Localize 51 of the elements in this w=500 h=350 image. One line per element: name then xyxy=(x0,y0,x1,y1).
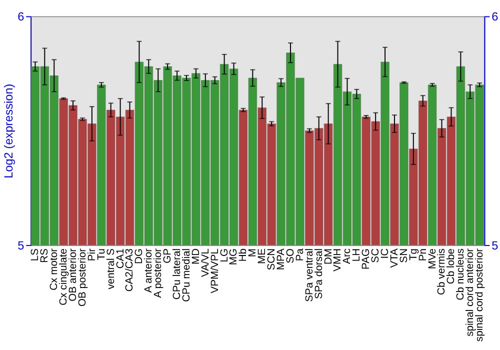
x-tick-label: DM xyxy=(323,248,334,265)
x-tick-label: VA/VL xyxy=(200,248,212,278)
x-tick-label: CA2/CA3 xyxy=(124,248,136,292)
x-tick-label: OB anterior xyxy=(68,248,79,302)
x-tick-label: MVe xyxy=(427,248,438,270)
x-tick-label: CA1 xyxy=(115,248,126,269)
x-tick-label: OB posterior xyxy=(77,248,88,307)
x-tick-label: SCN xyxy=(266,248,278,270)
x-tick-label: VPM/VPL xyxy=(210,248,221,294)
y2-tick-label: 6 xyxy=(492,10,499,24)
x-tick-label: SO xyxy=(285,248,296,264)
x-tick-label: CPu lateral xyxy=(172,248,183,300)
x-tick-label: CPu medial xyxy=(181,248,192,302)
x-tick-label: LH xyxy=(352,248,363,262)
y2-tick-label: 5 xyxy=(492,238,499,252)
x-tick-label: Tg xyxy=(408,248,420,261)
x-tick-label: spinal cord anterior xyxy=(465,248,476,336)
x-tick-label: SPa dorsal xyxy=(314,248,325,300)
x-tick-label: IC xyxy=(380,248,391,259)
x-tick-label: Cx motor xyxy=(49,248,60,290)
x-tick-label: SN xyxy=(398,248,410,263)
x-tick-label: spinal cord posterior xyxy=(474,248,486,342)
x-tick-label: LS xyxy=(30,248,42,262)
x-tick-label: Cb nucleus xyxy=(456,248,467,300)
x-tick-label: A posterior xyxy=(153,248,164,298)
x-tick-label: Cx cingulate xyxy=(58,248,70,306)
x-tick-label: PAG xyxy=(361,248,372,270)
x-tick-label: DG xyxy=(134,248,146,264)
x-tick-label: Pir xyxy=(86,248,98,262)
x-tick-label: Pn xyxy=(418,248,429,262)
x-tick-label: GP xyxy=(162,248,174,264)
y-axis-title: Log2 (expression) xyxy=(2,84,16,178)
x-tick-label: MD xyxy=(190,248,202,265)
x-tick-label: M xyxy=(248,248,259,258)
x-tick-label: Pa xyxy=(294,248,306,262)
x-tick-label: RS xyxy=(40,248,51,263)
x-tick-label: Tu xyxy=(96,248,108,260)
x-tick-label: VMH xyxy=(332,248,344,272)
x-tick-label: Arc xyxy=(342,248,354,264)
x-tick-label: SPa ventral xyxy=(304,248,316,302)
x-tick-label: ventral S xyxy=(106,248,117,290)
x-tick-label: SC xyxy=(370,248,382,263)
x-tick-label: Cb lobe xyxy=(446,248,458,284)
x-tick-label: A anterior xyxy=(144,248,155,293)
x-tick-label: LG xyxy=(219,248,230,262)
x-tick-label: MPA xyxy=(276,248,287,270)
x-tick-label: MG xyxy=(228,248,240,266)
x-tick-label: VTA xyxy=(389,248,400,268)
x-tick-label: ME xyxy=(257,248,268,264)
x-tick-label: Hb xyxy=(238,248,250,262)
x-tick-label: Cb vermis xyxy=(436,248,448,296)
